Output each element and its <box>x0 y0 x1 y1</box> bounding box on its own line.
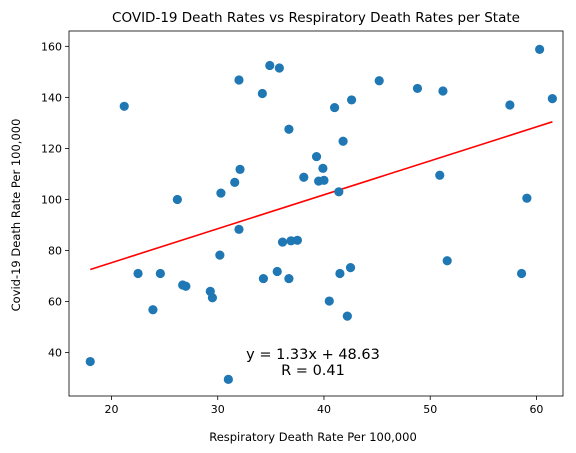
scatter-point <box>299 172 309 182</box>
y-tick-label: 40 <box>48 347 62 360</box>
scatter-point <box>345 263 356 273</box>
scatter-point <box>223 374 233 385</box>
scatter-point <box>234 75 244 85</box>
scatter-point <box>505 100 515 110</box>
scatter-point <box>284 124 294 134</box>
scatter-points <box>85 44 557 385</box>
y-tick-label: 100 <box>41 193 62 206</box>
plot-frame <box>68 30 564 397</box>
y-tick-label: 140 <box>41 91 62 104</box>
scatter-point <box>334 187 344 197</box>
scatter-point <box>374 76 384 86</box>
x-tick-label: 30 <box>211 403 225 416</box>
scatter-point <box>535 44 545 54</box>
scatter-point <box>155 268 165 279</box>
scatter-point <box>274 63 284 73</box>
scatter-point <box>258 273 269 284</box>
y-tick-label: 120 <box>41 142 62 155</box>
y-ticks: 40 60 80 100 120 140 160 <box>41 40 69 360</box>
scatter-point <box>119 101 129 111</box>
scatter-point <box>207 293 218 303</box>
y-tick-label: 80 <box>48 245 62 258</box>
scatter-point <box>265 60 275 71</box>
scatter-point <box>522 193 532 203</box>
scatter-point <box>230 177 240 187</box>
scatter-point <box>85 356 95 367</box>
y-tick-label: 60 <box>48 296 62 309</box>
scatter-point <box>319 175 329 185</box>
scatter-point <box>438 86 448 96</box>
scatter-point <box>346 95 357 105</box>
scatter-point <box>329 102 340 113</box>
x-ticks: 20 30 40 50 60 <box>104 396 543 416</box>
plot-area <box>69 31 563 396</box>
scatter-point <box>318 163 328 173</box>
equation-annotation: y = 1.33x + 48.63 <box>246 347 380 363</box>
scatter-point <box>235 164 245 174</box>
scatter-point <box>277 237 288 247</box>
r-annotation: R = 0.41 <box>281 363 345 379</box>
x-tick-label: 20 <box>104 403 118 416</box>
y-axis-label: Covid-19 Death Rate Per 100,000 <box>9 119 23 312</box>
scatter-point <box>342 311 352 321</box>
scatter-point <box>412 83 423 94</box>
scatter-point <box>324 296 334 306</box>
scatter-point <box>335 268 345 279</box>
scatter-point <box>257 88 267 99</box>
scatter-point <box>215 250 225 260</box>
scatter-point <box>311 151 322 162</box>
scatter-point <box>516 268 527 279</box>
y-tick-label: 160 <box>41 40 62 53</box>
scatter-point <box>216 188 226 198</box>
scatter-point <box>284 273 294 284</box>
scatter-point <box>442 256 452 266</box>
scatter-point <box>172 194 182 205</box>
scatter-point <box>435 170 445 180</box>
x-tick-label: 40 <box>317 403 331 416</box>
x-tick-label: 60 <box>529 403 543 416</box>
scatter-point <box>133 268 143 279</box>
scatter-point <box>338 136 348 146</box>
scatter-point <box>292 235 303 245</box>
scatter-point <box>547 94 557 104</box>
scatter-point <box>234 224 244 234</box>
scatter-point <box>272 266 282 277</box>
x-axis-label: Respiratory Death Rate Per 100,000 <box>209 430 417 444</box>
x-tick-label: 50 <box>423 403 437 416</box>
scatter-point <box>181 281 191 291</box>
regression-line <box>90 121 553 271</box>
scatter-point <box>148 305 158 315</box>
chart-title: COVID-19 Death Rates vs Respiratory Deat… <box>112 10 520 26</box>
